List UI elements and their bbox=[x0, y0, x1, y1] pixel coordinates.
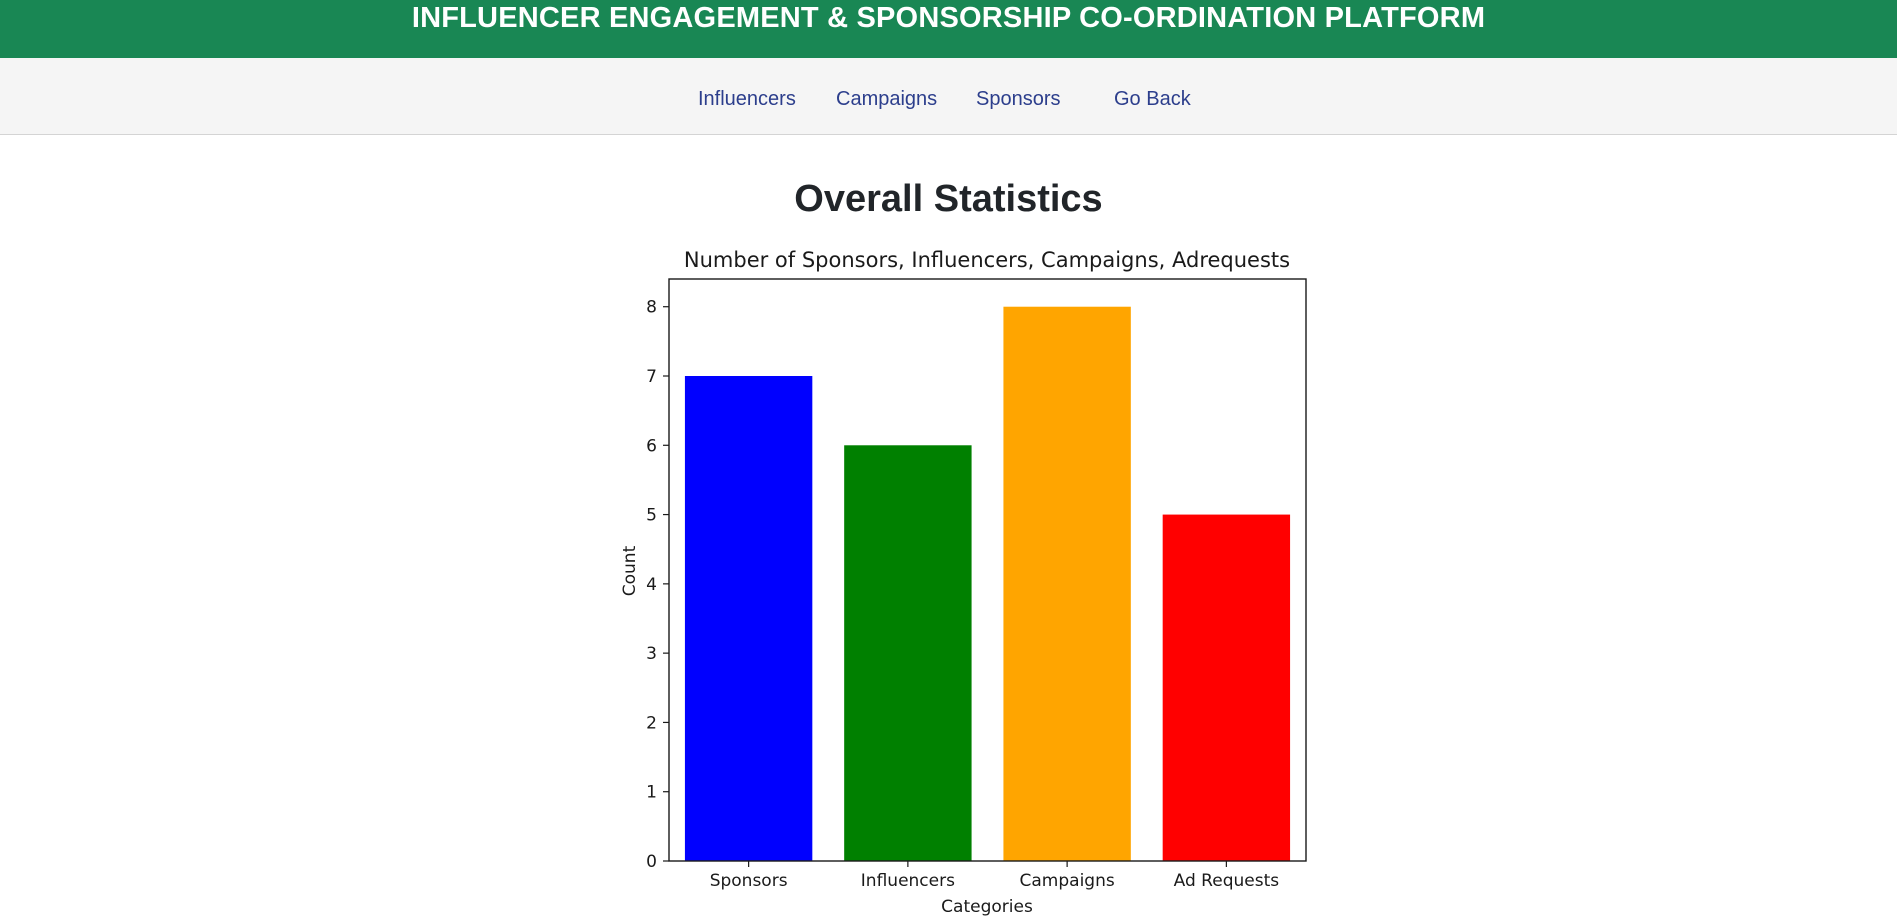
bar-campaigns bbox=[1003, 306, 1131, 861]
nav-bar: Influencers Campaigns Sponsors Go Back bbox=[0, 58, 1897, 135]
bars-group bbox=[684, 306, 1291, 861]
x-axis-label: Categories bbox=[941, 897, 1033, 917]
y-tick-label: 5 bbox=[646, 506, 657, 526]
nav-link-sponsors[interactable]: Sponsors bbox=[976, 88, 1061, 110]
y-axis-ticks: 0 1 2 3 4 5 6 7 8 bbox=[646, 298, 669, 872]
y-tick-label: 8 bbox=[646, 298, 657, 318]
nav-link-campaigns[interactable]: Campaigns bbox=[836, 88, 938, 110]
y-tick-label: 7 bbox=[646, 367, 657, 387]
x-axis-ticks: Sponsors Influencers Campaigns Ad Requests bbox=[710, 861, 1280, 891]
x-tick-label: Ad Requests bbox=[1174, 871, 1280, 891]
y-tick-label: 1 bbox=[646, 783, 657, 803]
x-tick-label: Campaigns bbox=[1020, 871, 1115, 891]
y-tick-label: 3 bbox=[646, 644, 657, 664]
chart-title: Number of Sponsors, Influencers, Campaig… bbox=[684, 248, 1290, 272]
statistics-chart: Number of Sponsors, Influencers, Campaig… bbox=[600, 240, 1320, 921]
bar-sponsors bbox=[684, 376, 813, 861]
page-heading: Overall Statistics bbox=[794, 178, 1103, 220]
plot-frame bbox=[668, 278, 1307, 862]
app-title: INFLUENCER ENGAGEMENT & SPONSORSHIP CO-O… bbox=[411, 2, 1486, 34]
app-header: INFLUENCER ENGAGEMENT & SPONSORSHIP CO-O… bbox=[0, 0, 1897, 58]
y-tick-label: 4 bbox=[646, 575, 657, 595]
y-tick-label: 2 bbox=[646, 713, 657, 733]
nav-link-go-back[interactable]: Go Back bbox=[1114, 88, 1191, 110]
bar-influencers bbox=[844, 445, 972, 861]
x-tick-label: Influencers bbox=[861, 871, 955, 891]
y-axis-label: Count bbox=[620, 545, 640, 596]
x-tick-label: Sponsors bbox=[710, 871, 788, 891]
y-tick-label: 6 bbox=[646, 436, 657, 456]
y-tick-label: 0 bbox=[646, 852, 657, 872]
nav-link-influencers[interactable]: Influencers bbox=[698, 88, 796, 110]
bar-chart-svg: Number of Sponsors, Influencers, Campaig… bbox=[620, 248, 1307, 917]
bar-ad-requests bbox=[1162, 514, 1291, 861]
